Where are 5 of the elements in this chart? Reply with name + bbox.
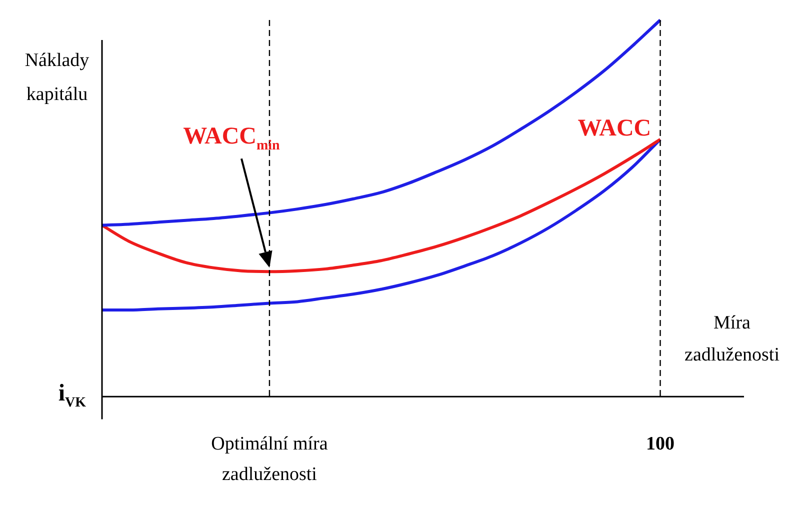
x-tick-label: Optimální míra zadluženosti (211, 433, 328, 485)
x-axis-title: Míra zadluženosti (684, 312, 780, 366)
x-tick-label: 100 (646, 433, 675, 454)
y-axis-title: Náklady kapitálu (24, 50, 90, 105)
series-label: WACC (578, 116, 652, 142)
